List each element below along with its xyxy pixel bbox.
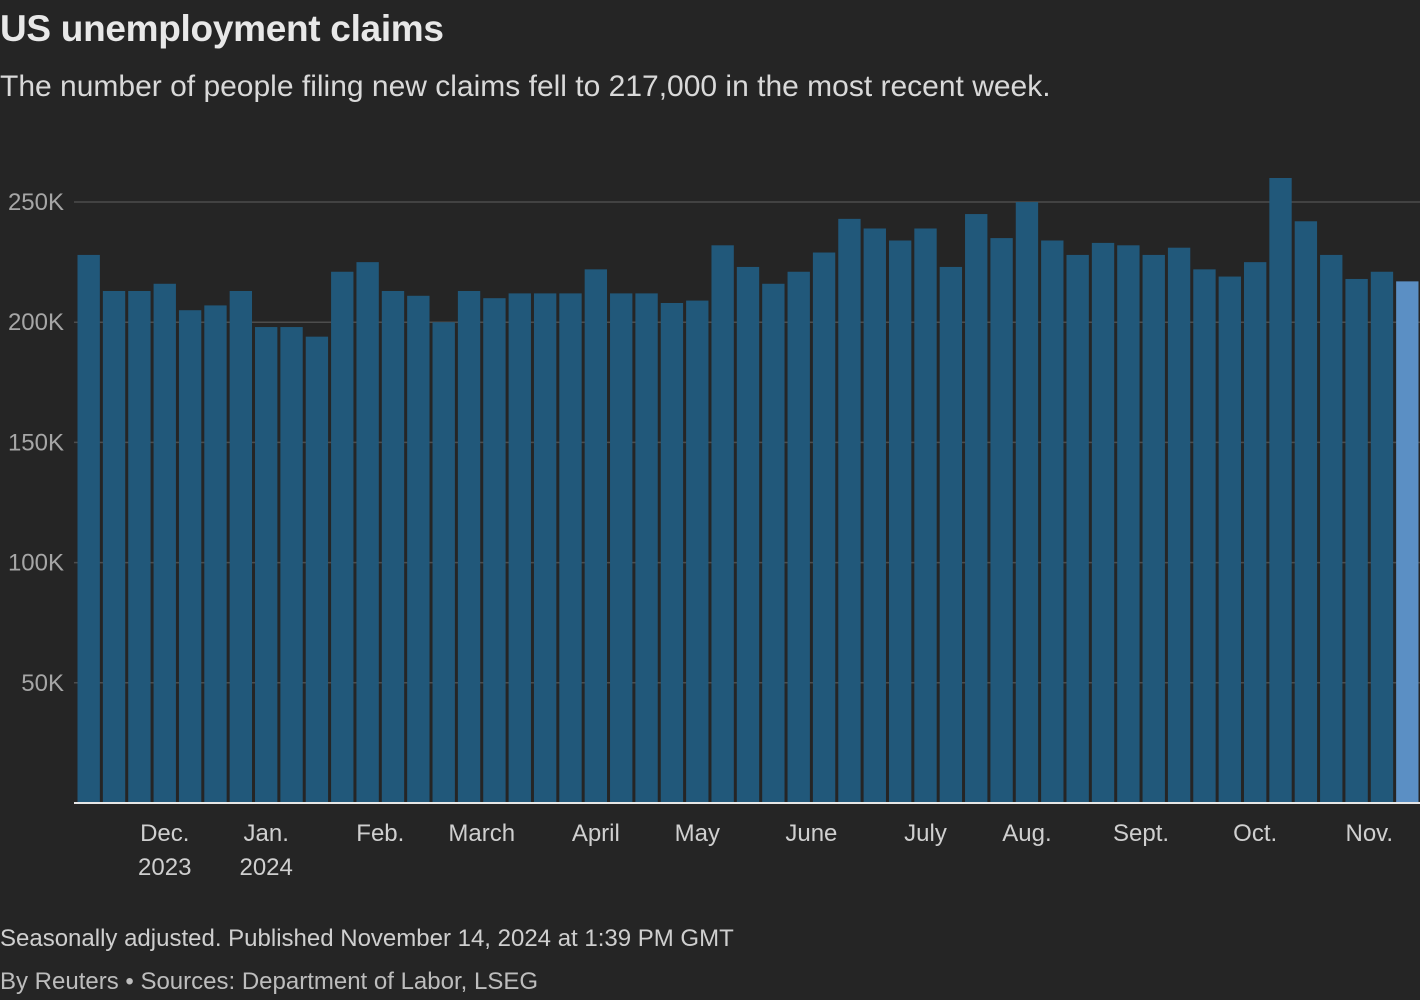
x-month-label: Jan. — [244, 820, 289, 847]
bar — [559, 293, 582, 803]
x-month-label: July — [904, 820, 947, 847]
bar — [939, 266, 963, 803]
bar — [1091, 242, 1115, 804]
bar — [533, 293, 557, 803]
y-tick-label: 100K — [8, 550, 64, 577]
x-month-label: April — [572, 820, 620, 847]
y-tick-label: 200K — [8, 309, 64, 336]
axes: 50K 100K 150K 200K 250K Dec. 2023 Jan. 2024 Feb. M… — [8, 189, 1420, 881]
bar — [1193, 269, 1216, 803]
bar — [686, 300, 709, 803]
bar — [1015, 202, 1039, 804]
bar — [1294, 221, 1318, 803]
bars — [77, 178, 1419, 804]
x-year-label: 2023 — [138, 854, 191, 881]
x-month-label: June — [785, 820, 837, 847]
footnote: Seasonally adjusted. Published November … — [0, 925, 734, 952]
chart-title: US unemployment claims — [0, 8, 444, 49]
chart-subtitle: The number of people filing new claims f… — [0, 70, 1051, 103]
bar — [1167, 247, 1191, 803]
x-month-label: March — [448, 820, 515, 847]
bar — [812, 252, 836, 803]
y-tick-label: 50K — [21, 670, 64, 697]
bar — [762, 283, 785, 803]
bar — [508, 293, 531, 803]
bar — [102, 290, 126, 803]
bar — [610, 293, 633, 803]
bar — [914, 228, 937, 803]
bar — [305, 336, 329, 803]
bar — [660, 303, 684, 803]
bar — [229, 290, 253, 803]
x-month-label: Sept. — [1113, 820, 1169, 847]
latest-week-bar — [1396, 281, 1419, 804]
bar — [888, 240, 912, 803]
bar — [77, 254, 100, 803]
y-tick-label: 150K — [8, 429, 64, 456]
bar — [1066, 254, 1089, 803]
bar — [965, 214, 988, 804]
source-line: By Reuters • Sources: Department of Labo… — [0, 968, 538, 995]
x-month-label: Aug. — [1002, 820, 1051, 847]
bar — [1269, 178, 1292, 803]
bar — [736, 266, 760, 803]
bar — [356, 262, 379, 803]
x-month-label: May — [675, 820, 720, 847]
bar — [204, 305, 227, 803]
bar — [1370, 271, 1394, 803]
x-month-label: Dec. — [140, 820, 189, 847]
x-month-label: Oct. — [1233, 820, 1277, 847]
bar — [787, 271, 810, 803]
bar — [1243, 262, 1267, 803]
bar — [153, 283, 176, 803]
bar — [863, 228, 886, 803]
bar — [1345, 278, 1368, 803]
bar — [457, 290, 481, 803]
bar — [178, 310, 202, 803]
bar — [483, 298, 506, 803]
bar — [1041, 240, 1064, 803]
x-year-label: 2024 — [239, 854, 292, 881]
bar — [407, 295, 430, 803]
y-tick-label: 250K — [8, 189, 64, 216]
bar — [128, 290, 151, 803]
bar — [990, 238, 1013, 803]
x-month-label: Nov. — [1345, 820, 1393, 847]
bar — [711, 245, 734, 804]
bar — [432, 322, 455, 803]
bar — [381, 290, 405, 803]
bar — [1218, 276, 1241, 803]
bar — [255, 327, 278, 803]
bar — [1142, 254, 1165, 803]
bar — [838, 218, 861, 804]
bar — [331, 271, 354, 803]
x-month-label: Feb. — [356, 820, 404, 847]
bar-chart: 50K 100K 150K 200K 250K Dec. 2023 Jan. 2024 Feb. M… — [8, 178, 1420, 881]
bar — [584, 269, 608, 803]
bar — [1320, 254, 1343, 803]
bar — [635, 293, 658, 803]
bar — [1117, 245, 1140, 804]
bar — [280, 327, 303, 803]
